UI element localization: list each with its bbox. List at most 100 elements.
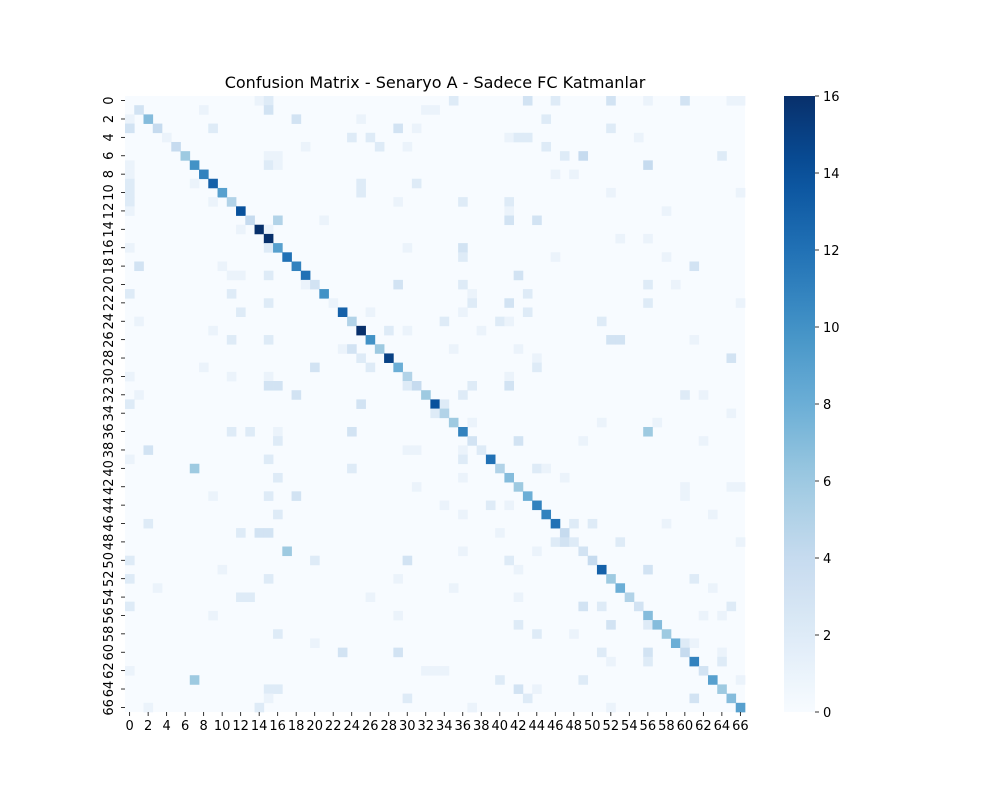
- heatmap-cell: [273, 381, 283, 391]
- heatmap-cell: [680, 647, 690, 658]
- heatmap-cell: [643, 620, 653, 630]
- heatmap-cell: [430, 105, 440, 115]
- heatmap-cell: [263, 528, 274, 538]
- heatmap-cell: [125, 574, 135, 584]
- heatmap-cell: [513, 684, 524, 694]
- heatmap-cell: [717, 151, 727, 161]
- heatmap-cell: [125, 371, 135, 382]
- heatmap-cell: [365, 132, 376, 143]
- heatmap-cell: [365, 592, 376, 603]
- heatmap-cell: [569, 629, 579, 639]
- heatmap-cell: [263, 693, 274, 704]
- heatmap-cell: [125, 666, 135, 676]
- heatmap-cell: [448, 344, 459, 354]
- heatmap-cell: [559, 537, 570, 547]
- heatmap-cell: [633, 132, 644, 143]
- heatmap-cell: [208, 123, 218, 134]
- heatmap-cell: [661, 252, 672, 262]
- heatmap-cell: [606, 123, 616, 134]
- heatmap-cell: [310, 362, 320, 373]
- heatmap-cell: [402, 445, 413, 455]
- heatmap-cell: [458, 445, 468, 455]
- x-tick-label: 44: [529, 719, 546, 734]
- heatmap-cell: [273, 684, 283, 694]
- heatmap-cell: [643, 564, 653, 575]
- heatmap-cell: [541, 463, 552, 474]
- heatmap-cell: [263, 160, 274, 170]
- heatmap-cell: [356, 178, 366, 189]
- heatmap-cell: [134, 105, 144, 115]
- heatmap-cell: [125, 399, 135, 409]
- x-tick-label: 16: [269, 719, 286, 734]
- heatmap-cell: [263, 491, 274, 501]
- heatmap-cell: [347, 344, 357, 354]
- heatmap-cell: [550, 169, 561, 180]
- heatmap-cell: [402, 243, 413, 253]
- heatmap-cell: [402, 381, 413, 391]
- x-tick-label: 56: [640, 719, 657, 734]
- heatmap-cell: [689, 693, 700, 704]
- heatmap-cell: [143, 518, 154, 529]
- heatmap-cell: [504, 371, 514, 382]
- heatmap-cell: [356, 353, 366, 363]
- heatmap-cell: [606, 96, 616, 106]
- heatmap-cell: [532, 629, 542, 639]
- heatmap-cell: [402, 371, 413, 382]
- heatmap-cell: [273, 243, 283, 253]
- heatmap-cell: [689, 261, 700, 272]
- heatmap-cell: [541, 114, 552, 124]
- x-tick-label: 50: [584, 719, 601, 734]
- x-axis: 0 2 4 6 8 10 12 14 16 18 20 22 24 26 28 30 32 34 36 38 40 42 4…: [125, 712, 749, 734]
- heatmap-cell: [726, 353, 737, 363]
- heatmap-cell: [707, 583, 718, 593]
- y-tick-label: 4: [102, 133, 117, 141]
- heatmap-cell: [643, 160, 653, 170]
- heatmap-cell: [522, 132, 533, 143]
- heatmap-cell: [254, 224, 265, 235]
- y-tick-label: 44: [102, 497, 117, 514]
- heatmap-cell: [226, 426, 237, 437]
- heatmap-cell: [421, 105, 431, 115]
- colorbar-tick-label: 8: [823, 398, 831, 413]
- x-tick-label: 20: [306, 719, 323, 734]
- heatmap-cell: [615, 583, 626, 593]
- heatmap-cell: [245, 426, 255, 437]
- heatmap-cell: [504, 381, 514, 391]
- y-tick-label: 20: [102, 276, 117, 293]
- heatmap-cell: [125, 197, 135, 207]
- x-tick-label: 42: [510, 719, 527, 734]
- heatmap-cell: [735, 187, 746, 198]
- heatmap-cell: [541, 509, 552, 520]
- colorbar-tick-label: 4: [823, 552, 831, 567]
- heatmap-cell: [522, 307, 533, 317]
- heatmap-cell: [458, 426, 468, 437]
- x-tick-label: 40: [492, 719, 509, 734]
- heatmap-cell: [467, 702, 477, 713]
- heatmap-cell: [152, 583, 163, 593]
- heatmap-cell: [504, 316, 514, 327]
- heatmap-cell: [633, 601, 644, 612]
- y-tick-label: 0: [102, 96, 117, 104]
- heatmap-cell: [717, 656, 727, 667]
- heatmap-cell: [643, 298, 653, 308]
- heatmap-cell: [402, 555, 413, 566]
- heatmap-cell: [717, 684, 727, 694]
- heatmap-cell: [393, 123, 403, 134]
- heatmap-cell: [236, 592, 246, 603]
- x-tick-label: 30: [399, 719, 416, 734]
- heatmap-cell: [347, 316, 357, 327]
- heatmap-cell: [458, 509, 468, 520]
- y-tick-label: 46: [102, 515, 117, 532]
- y-tick-label: 6: [102, 152, 117, 160]
- heatmap-cell: [513, 482, 524, 492]
- heatmap-cell: [263, 105, 274, 115]
- y-tick-label: 38: [102, 442, 117, 459]
- heatmap-cell: [495, 463, 505, 474]
- heatmap-cell: [735, 298, 746, 308]
- heatmap-cell: [125, 243, 135, 253]
- heatmap-cell: [162, 132, 172, 143]
- x-tick-label: 66: [732, 719, 749, 734]
- y-tick-label: 34: [102, 405, 117, 422]
- heatmap-cell: [263, 243, 274, 253]
